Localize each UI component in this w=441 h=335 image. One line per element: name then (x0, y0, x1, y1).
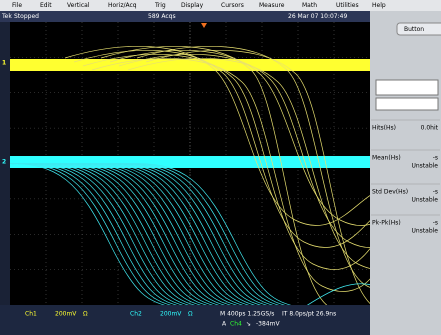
brand: Tek (1, 13, 12, 20)
menu-item[interactable]: Horiz/Acq (108, 2, 137, 9)
meas-label: Hits(Hs) (372, 125, 396, 132)
trigger-level: -384mV (256, 321, 280, 328)
ch2-band (10, 156, 370, 168)
meas-status: Unstable (411, 163, 438, 170)
panel-base (370, 305, 441, 335)
ch2-marker: 2 (2, 159, 6, 166)
button-label[interactable]: Button (404, 26, 424, 33)
ch2-scale: 200mV (160, 311, 182, 318)
trigger-channel: Ch4 (230, 321, 242, 328)
meas-value: 0.0hit (421, 125, 439, 132)
ch1-scale: 200mV (55, 311, 77, 318)
meas-value: -s (433, 189, 438, 196)
menu-item[interactable]: Trig (154, 2, 166, 9)
menu-item[interactable]: Cursors (221, 2, 244, 9)
menu-item[interactable]: Vertical (67, 2, 90, 9)
ch2-coupling: Ω (188, 311, 193, 318)
meas-label: Std Dev(Hs) (372, 189, 408, 196)
timestamp: 26 Mar 07 10:07:49 (288, 13, 347, 20)
ch1-marker: 1 (2, 60, 6, 67)
meas-value: -s (433, 155, 438, 162)
trigger-slope: ↘ (246, 321, 251, 328)
menu-item[interactable]: File (12, 2, 22, 9)
page: Tek Stopped 589 Acqs 26 Mar 07 10:07:49 … (0, 0, 441, 335)
menu-item[interactable]: Math (302, 2, 317, 9)
readout-bar (0, 305, 370, 335)
input-box[interactable] (376, 80, 438, 95)
ch2-name: Ch2 (130, 311, 142, 318)
meas-label: Mean(Hs) (372, 155, 401, 162)
ch1-band (10, 59, 370, 71)
ch1-name: Ch1 (25, 311, 37, 318)
scope-screen: Tek Stopped 589 Acqs 26 Mar 07 10:07:49 … (0, 0, 441, 335)
ch1-coupling: Ω (83, 311, 88, 318)
menu-item[interactable]: Edit (40, 2, 52, 9)
meas-value: -s (433, 220, 438, 227)
input-box[interactable] (376, 98, 438, 110)
acq-state: Stopped (14, 13, 39, 20)
menu-item[interactable]: Measure (259, 2, 285, 9)
menu-item[interactable]: Utilities (336, 2, 359, 9)
meas-label: Pk-Pk(Hs) (372, 220, 401, 227)
record-length: IT 8.0ps/pt 26.9ns (282, 311, 336, 318)
acq-count: 589 Acqs (148, 13, 176, 20)
meas-status: Unstable (411, 197, 438, 204)
meas-status: Unstable (411, 228, 438, 235)
menu-item[interactable]: Display (181, 2, 204, 9)
menu-item[interactable]: Help (372, 2, 386, 9)
horizontal: M 400ps 1.25GS/s (220, 311, 274, 318)
